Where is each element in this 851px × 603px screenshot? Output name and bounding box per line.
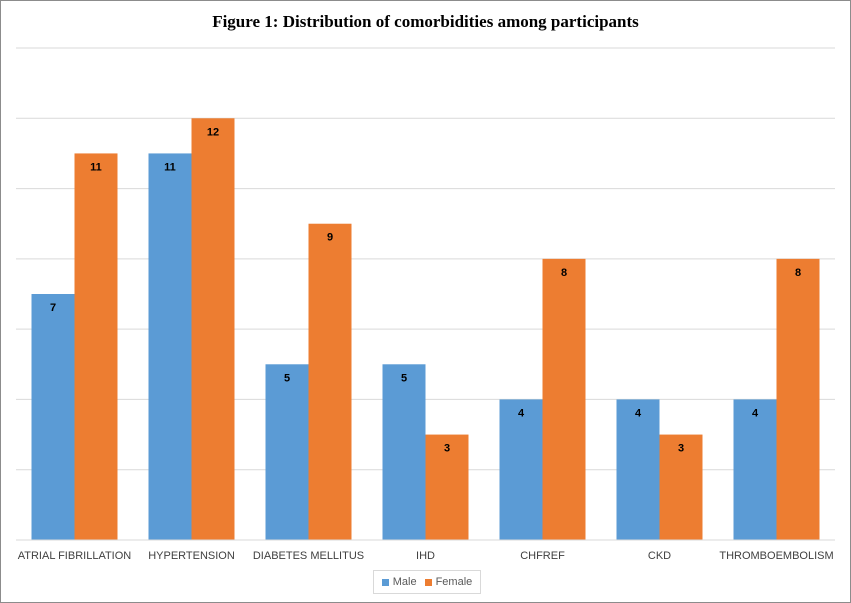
data-label-male: 4 [635,407,642,419]
legend-label-male: Male [392,576,417,588]
bar-female [191,118,235,541]
bar-male [616,399,660,540]
bar-labels: 7 11 11 12 5 9 5 3 4 8 4 3 4 8 [50,126,801,454]
bar-female [776,258,820,540]
data-label-female: 12 [207,126,219,138]
legend-swatch-female [424,578,432,586]
legend-swatch-male [381,578,389,586]
bar-male [265,364,309,540]
x-tick-label: IHD [416,550,435,562]
data-label-female: 3 [678,443,684,455]
bar-female [659,434,703,540]
data-label-male: 7 [50,302,56,314]
bar-female [542,258,586,540]
legend-label-female: Female [435,576,473,588]
chart-title: Figure 1: Distribution of comorbidities … [212,12,639,31]
x-tick-label: DIABETES MELLITUS [253,550,364,562]
data-label-male: 5 [284,372,290,384]
x-tick-label: ATRIAL FIBRILLATION [18,550,132,562]
bar-male [382,364,426,540]
bar-male [733,399,777,540]
data-label-female: 3 [444,443,450,455]
bar-male [31,294,75,540]
data-label-male: 4 [518,407,525,419]
bars [31,118,820,541]
bar-female [308,223,352,540]
data-label-female: 11 [90,161,102,173]
x-tick-label: CKD [648,550,671,562]
bar-male [499,399,543,540]
legend: Male Female [373,570,481,594]
data-label-female: 8 [795,267,801,279]
x-tick-label: CHFREF [520,550,565,562]
x-tick-label: HYPERTENSION [148,550,235,562]
data-label-female: 9 [327,232,333,244]
legend-item-female: Female [424,576,473,588]
legend-item-male: Male [381,576,417,588]
bar-female [74,153,118,540]
data-label-male: 4 [752,407,759,419]
data-label-male: 11 [164,161,176,173]
x-tick-label: THROMBOEMBOLISM [719,550,833,562]
data-label-female: 8 [561,267,567,279]
x-axis-labels: ATRIAL FIBRILLATION HYPERTENSION DIABETES … [18,550,834,562]
bar-female [425,434,469,540]
bar-male [148,153,192,540]
data-label-male: 5 [401,372,407,384]
